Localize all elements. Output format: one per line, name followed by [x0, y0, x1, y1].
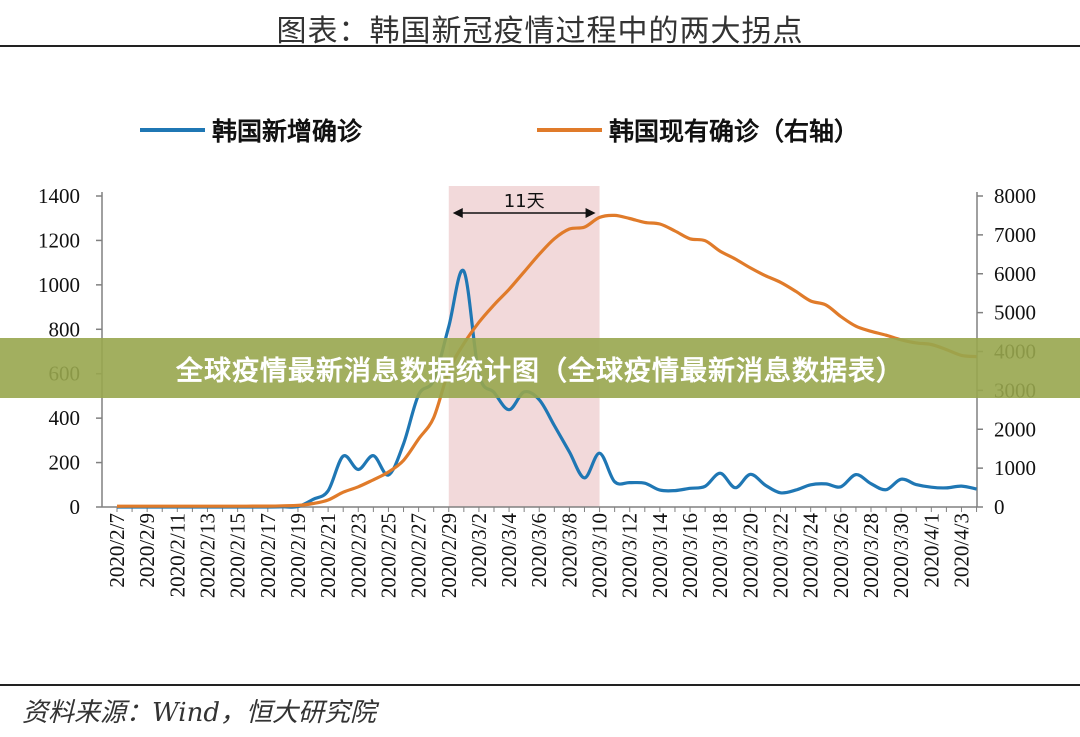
x-tick-label: 2020/2/27 [407, 513, 431, 598]
x-tick-label: 2020/2/29 [437, 513, 461, 598]
y-right-tick-label: 5000 [994, 301, 1036, 325]
y-right-tick-label: 6000 [994, 262, 1036, 286]
x-tick-label: 2020/3/20 [738, 513, 762, 598]
y-right-tick-label: 0 [994, 495, 1005, 519]
x-tick-label: 2020/2/21 [316, 513, 340, 598]
x-tick-label: 2020/3/6 [527, 513, 551, 588]
y-left-tick-label: 1400 [38, 184, 80, 208]
y-left-tick-label: 1200 [38, 228, 80, 252]
x-tick-label: 2020/4/3 [949, 513, 973, 588]
x-tick-label: 2020/3/10 [588, 513, 612, 598]
y-left-tick-label: 400 [49, 406, 81, 430]
x-tick-label: 2020/2/17 [256, 513, 280, 598]
y-left-tick-label: 1000 [38, 273, 80, 297]
x-tick-label: 2020/3/2 [467, 513, 491, 588]
x-tick-label: 2020/2/19 [286, 513, 310, 598]
x-tick-label: 2020/2/9 [135, 513, 159, 588]
x-tick-label: 2020/2/15 [226, 513, 250, 598]
x-tick-label: 2020/2/23 [346, 513, 370, 598]
chart-title: 图表：韩国新冠疫情过程中的两大拐点 [276, 14, 804, 49]
x-tick-label: 2020/3/18 [708, 513, 732, 598]
overlay-banner: 全球疫情最新消息数据统计图（全球疫情最新消息数据表） [0, 338, 1080, 398]
arrow-head-left-icon [452, 208, 463, 218]
series-line-active-cases [116, 213, 977, 508]
y-left-tick-label: 800 [49, 317, 81, 341]
x-tick-label: 2020/2/25 [376, 513, 400, 598]
x-tick-label: 2020/3/4 [497, 513, 521, 588]
y-right-tick-label: 2000 [994, 417, 1036, 441]
x-tick-label: 2020/4/1 [919, 513, 943, 588]
y-right-tick-label: 1000 [994, 456, 1036, 480]
line-chart: 韩国新增确诊 韩国现有确诊（右轴） 0200400600800100012001… [38, 117, 1036, 599]
y-left-tick-label: 0 [70, 495, 81, 519]
arrow-head-right-icon [585, 208, 596, 218]
x-tick-label: 2020/3/28 [859, 513, 883, 598]
y-right-tick-label: 7000 [994, 223, 1036, 247]
x-tick-label: 2020/3/8 [557, 513, 581, 588]
bottom-rule [0, 684, 1080, 686]
y-right-tick-label: 8000 [994, 184, 1036, 208]
x-tick-label: 2020/3/12 [618, 513, 642, 598]
x-tick-label: 2020/3/14 [648, 513, 672, 599]
span-label: 11天 [504, 191, 545, 212]
legend-label-1: 韩国新增确诊 [212, 117, 363, 146]
x-tick-label: 2020/3/24 [799, 513, 823, 599]
top-rule [0, 45, 1080, 47]
legend: 韩国新增确诊 韩国现有确诊（右轴） [140, 117, 859, 146]
x-tick-label: 2020/2/11 [165, 513, 189, 597]
x-tick-label: 2020/3/22 [769, 513, 793, 598]
x-tick-label: 2020/3/16 [678, 513, 702, 598]
source-note: 资料来源：Wind，恒大研究院 [22, 698, 376, 728]
y-left-tick-label: 200 [49, 451, 81, 475]
legend-label-2: 韩国现有确诊（右轴） [609, 117, 859, 146]
x-tick-label: 2020/3/30 [889, 513, 913, 598]
x-tick-label: 2020/3/26 [829, 513, 853, 598]
x-tick-label: 2020/2/13 [195, 513, 219, 598]
x-tick-label: 2020/2/7 [105, 513, 129, 588]
